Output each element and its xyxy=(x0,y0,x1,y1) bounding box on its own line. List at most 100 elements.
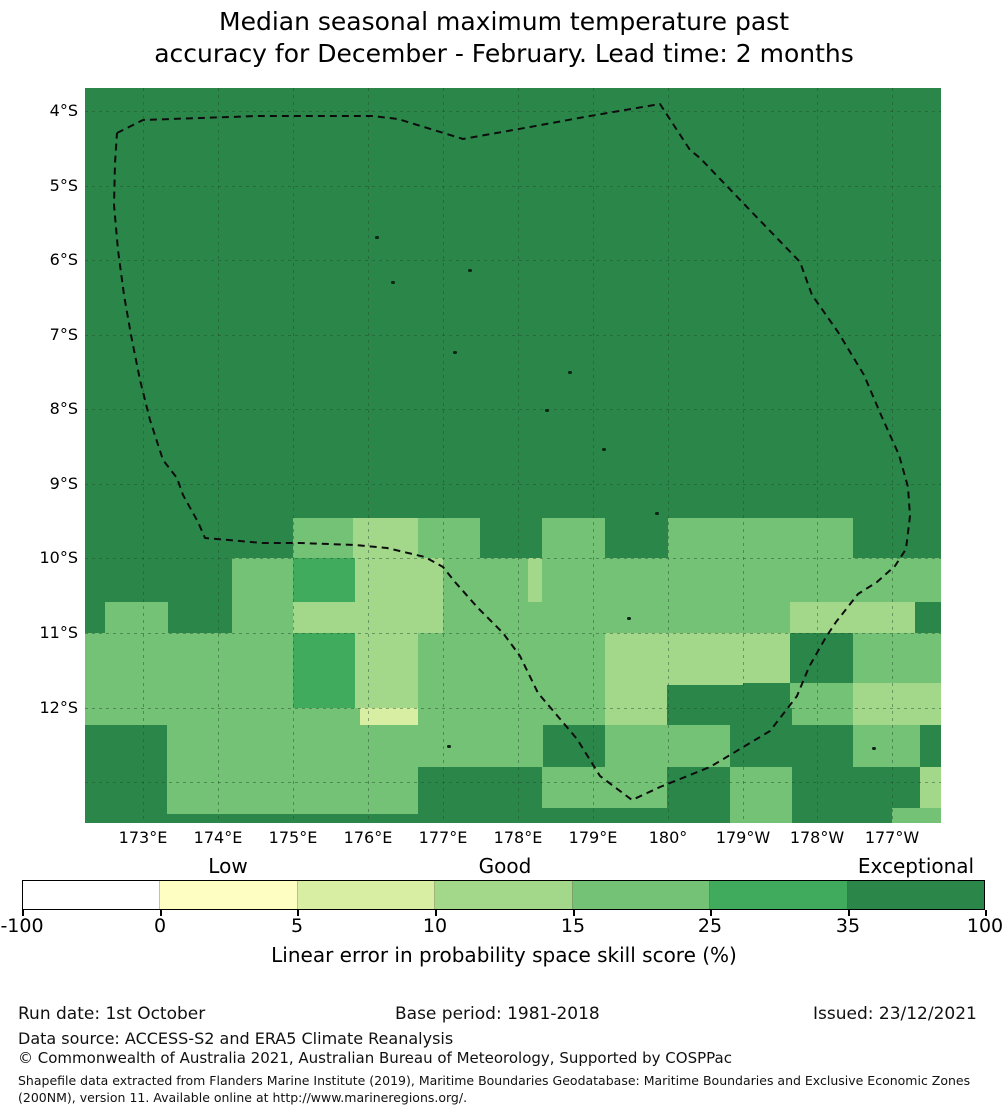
x-axis-label: 178°W xyxy=(789,828,845,847)
eez-boundary-path xyxy=(113,103,911,801)
colorbar-segment xyxy=(297,881,436,909)
x-axis-label: 175°E xyxy=(268,828,318,847)
map-cell xyxy=(743,633,790,683)
island-marker xyxy=(453,351,457,354)
map-cell xyxy=(920,767,941,808)
map-cell xyxy=(853,725,920,767)
map-cell xyxy=(355,633,418,708)
colorbar-tick xyxy=(573,910,575,916)
x-axis-label: 174°E xyxy=(193,828,243,847)
gridline xyxy=(218,88,219,823)
map-canvas xyxy=(85,88,941,823)
colorbar-tick-label: 35 xyxy=(835,915,861,937)
colorbar-region-label: Good xyxy=(478,854,532,878)
x-axis-label: 177°E xyxy=(418,828,468,847)
gridline xyxy=(368,88,369,823)
colorbar-tick-label: 5 xyxy=(290,915,304,937)
gridline xyxy=(85,335,941,336)
map-cell xyxy=(667,685,743,708)
gridline xyxy=(518,88,519,823)
map-cell xyxy=(730,725,853,767)
map-cell xyxy=(667,708,792,725)
island-marker xyxy=(391,281,395,284)
colorbar-tick xyxy=(848,910,850,916)
chart-title: Median seasonal maximum temperature past… xyxy=(0,6,1008,70)
gridline xyxy=(668,88,669,823)
map-cell xyxy=(853,708,941,725)
gridline xyxy=(85,633,941,634)
gridline xyxy=(892,88,893,823)
colorbar-tick-label: 0 xyxy=(153,915,167,937)
map-cell xyxy=(892,808,941,823)
map-cell xyxy=(528,633,605,708)
map-cell xyxy=(293,633,355,708)
colorbar-segment xyxy=(847,881,984,909)
gridline xyxy=(85,558,941,559)
colorbar-segment xyxy=(435,881,573,909)
gridline xyxy=(85,111,941,112)
y-axis-label: 12°S xyxy=(39,698,78,717)
map-cell xyxy=(167,767,418,814)
gridline xyxy=(85,186,941,187)
island-marker xyxy=(655,512,659,515)
colorbar-tick xyxy=(710,910,712,916)
map-cell xyxy=(232,602,293,633)
map-cell xyxy=(443,602,790,633)
colorbar-segment xyxy=(160,881,298,909)
colorbar-region-label: Low xyxy=(208,854,248,878)
gridline xyxy=(143,88,144,823)
island-marker xyxy=(872,747,876,750)
y-axis-label: 9°S xyxy=(49,474,78,493)
island-marker xyxy=(627,617,631,620)
colorbar-segment xyxy=(23,881,161,909)
map-cell xyxy=(293,518,353,558)
map-cell xyxy=(418,708,605,725)
y-axis-label: 11°S xyxy=(39,623,78,642)
island-marker xyxy=(545,409,549,412)
map-cell xyxy=(730,808,792,823)
map-cell xyxy=(353,518,418,558)
colorbar xyxy=(22,880,985,910)
gridline xyxy=(817,88,818,823)
map-cell xyxy=(730,767,792,808)
map-cell xyxy=(790,602,915,633)
colorbar-tick-label: 25 xyxy=(697,915,723,937)
map-cell xyxy=(743,683,790,708)
map-cell xyxy=(418,633,528,708)
map-cell xyxy=(605,633,667,708)
map-cell xyxy=(418,518,480,558)
y-axis-label: 5°S xyxy=(49,176,78,195)
y-axis-label: 10°S xyxy=(39,548,78,567)
map-cell xyxy=(543,725,605,767)
y-axis-label: 4°S xyxy=(49,101,78,120)
map-cell xyxy=(528,558,542,602)
gridline xyxy=(85,484,941,485)
map-cell xyxy=(355,558,443,602)
map-cell xyxy=(293,602,443,633)
gridline xyxy=(593,88,594,823)
colorbar-region-label: Exceptional xyxy=(857,854,975,878)
gridline xyxy=(743,88,744,823)
map-cell xyxy=(85,633,293,708)
x-axis-label: 178°E xyxy=(493,828,543,847)
island-marker xyxy=(468,269,472,272)
map-cell xyxy=(605,708,667,725)
x-axis-label: 177°W xyxy=(864,828,920,847)
map-cell xyxy=(360,708,418,725)
y-axis-label: 6°S xyxy=(49,250,78,269)
colorbar-tick xyxy=(22,910,24,916)
colorbar-segment xyxy=(572,881,711,909)
shapefile-attribution-text: Shapefile data extracted from Flanders M… xyxy=(18,1073,971,1105)
island-marker xyxy=(375,236,379,239)
gridline xyxy=(85,708,941,709)
x-axis-label: 179°E xyxy=(568,828,618,847)
island-marker xyxy=(602,448,606,451)
run-date-text: Run date: 1st October xyxy=(18,1004,206,1024)
y-axis-label: 8°S xyxy=(49,399,78,418)
gridline xyxy=(293,88,294,823)
colorbar-tick xyxy=(435,910,437,916)
map-cell xyxy=(167,725,543,767)
colorbar-segment xyxy=(710,881,848,909)
map-cell xyxy=(853,683,941,708)
x-axis-label: 173°E xyxy=(118,828,168,847)
